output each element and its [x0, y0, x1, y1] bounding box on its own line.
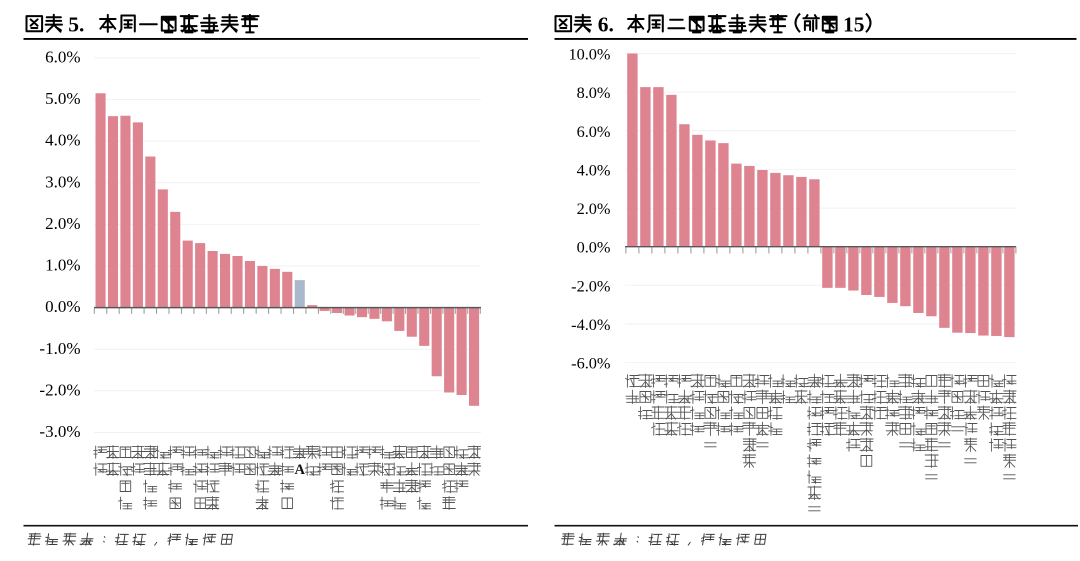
svg-text:-6.0%: -6.0% [571, 354, 610, 373]
svg-text:0.0%: 0.0% [45, 297, 80, 316]
svg-text:4.0%: 4.0% [577, 160, 611, 179]
svg-text:6.: 6. [598, 12, 614, 36]
svg-text:0.0%: 0.0% [577, 238, 611, 257]
svg-text:-2.0%: -2.0% [39, 380, 80, 399]
svg-text:-1.0%: -1.0% [39, 339, 80, 358]
svg-text:-3.0%: -3.0% [39, 422, 80, 441]
svg-text:6.0%: 6.0% [577, 122, 611, 141]
svg-text:2.0%: 2.0% [577, 199, 611, 218]
svg-text:3.0%: 3.0% [45, 172, 80, 191]
svg-text:A: A [294, 462, 305, 478]
svg-text:-4.0%: -4.0% [571, 315, 610, 334]
svg-text:15: 15 [843, 12, 865, 36]
svg-text:10.0%: 10.0% [568, 45, 610, 64]
svg-text:6.0%: 6.0% [45, 48, 80, 67]
svg-text:-2.0%: -2.0% [571, 276, 610, 295]
svg-text:8.0%: 8.0% [577, 83, 611, 102]
svg-text:5.: 5. [68, 12, 84, 36]
svg-text:5.0%: 5.0% [45, 89, 80, 108]
svg-text:2.0%: 2.0% [45, 214, 80, 233]
svg-text:1.0%: 1.0% [45, 256, 80, 275]
svg-text:4.0%: 4.0% [45, 131, 80, 150]
